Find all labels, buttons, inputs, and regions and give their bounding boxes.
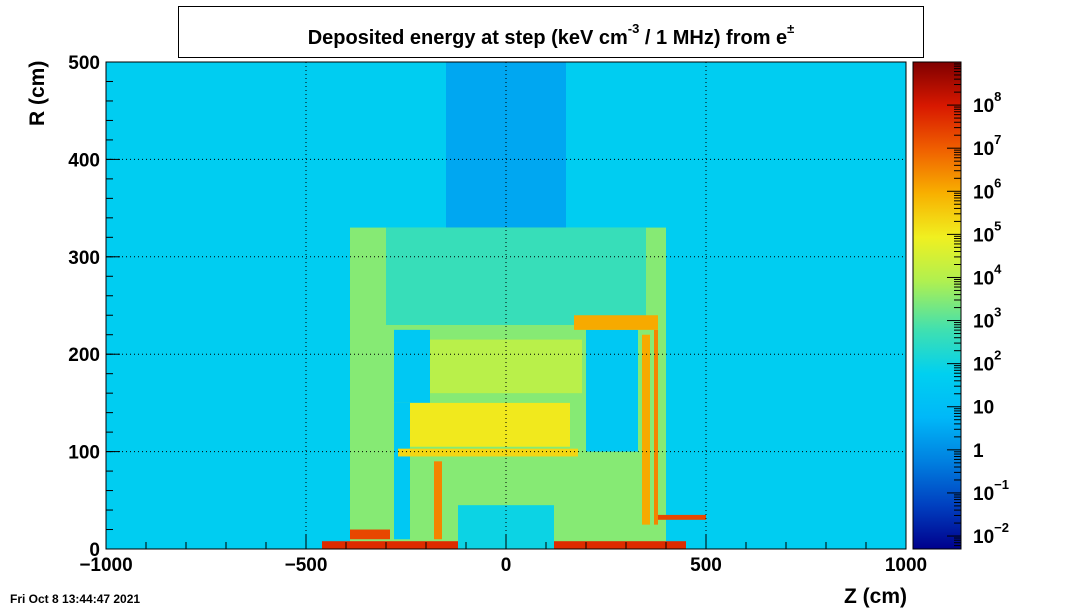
colorbar-tick-label: 10−1 [973,477,1009,505]
x-tick-label: 1000 [885,555,927,576]
x-axis-label: Z (cm) [844,585,907,608]
colorbar: 10−2 10−1 1 10 102 103 104 105 106 107 108 [912,61,1009,550]
heatmap-region-right-block [654,329,658,525]
heatmap-region-left-bottom [350,529,390,540]
title-text: Deposited energy at step (keV cm [307,27,628,49]
colorbar-tick-label: 104 [973,261,1002,289]
y-tick-label: 400 [68,150,100,171]
y-tick-label: 300 [68,248,100,269]
heatmap-region-right-bottom [658,514,706,520]
grid-layer [106,62,906,549]
title-particle-charge: ± [787,21,795,36]
colorbar-tick-label: 10−2 [973,520,1009,548]
timestamp: Fri Oct 8 13:44:47 2021 [10,592,141,606]
heatmap-region-upper-ridge [574,315,658,330]
x-tick-label: −1000 [79,555,132,576]
y-tick-label: 100 [68,443,100,464]
colorbar-tick-label: 108 [973,89,1001,117]
heatmap-region-endcap-left-inner [394,329,430,403]
colorbar-scale [912,61,962,550]
heatmap-region-endcap-right-inner [586,329,638,452]
heatmap-region-outer-upper [386,227,646,325]
colorbar-tick-label: 102 [973,348,1001,376]
x-tick-label: 500 [690,555,722,576]
heatmap-region-barrel-block [410,402,570,447]
colorbar-tick-label: 103 [973,305,1001,333]
heatmap-region-inner-pipe-left [434,461,442,540]
title-particle: e [776,27,788,49]
colorbar-tick-label: 1 [973,441,984,462]
heatmap-layer [106,62,906,549]
x-tick-label: −500 [285,555,328,576]
colorbar-tick-label: 10 [973,398,994,419]
title-rest: / 1 MHz) from [644,27,771,49]
chart-title: Deposited energy at step (keV cm-3 / 1 M… [179,21,923,50]
heatmap-region-endcap-left-low [394,402,410,540]
colorbar-tick-label: 105 [973,218,1001,246]
y-tick-label: 500 [68,53,100,74]
axis-layer: −1000 −500 0 500 1000 0 100 200 300 400 500 [68,53,927,576]
heatmap-region-right-pillar [642,334,650,525]
colorbar-tick-label: 106 [973,175,1001,203]
heatmap-region-support-bar [398,448,578,457]
y-axis-label: R (cm) [26,60,49,126]
title-exponent: -3 [627,21,640,36]
x-tick-label: 0 [501,555,512,576]
heatmap-region-forward-low-cone [446,62,566,228]
y-tick-label: 200 [68,345,100,366]
chart-title-box: Deposited energy at step (keV cm-3 / 1 M… [178,6,924,58]
y-tick-label: 0 [89,540,100,561]
colorbar-tick-label: 107 [973,132,1001,160]
